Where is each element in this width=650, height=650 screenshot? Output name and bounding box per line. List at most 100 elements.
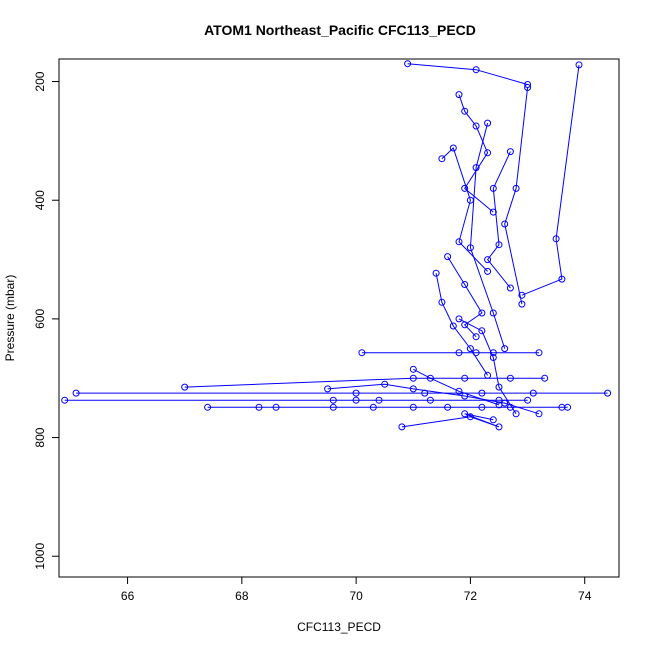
- data-point: [489, 354, 497, 361]
- x-tick-label: 72: [464, 589, 478, 603]
- data-point: [455, 349, 463, 357]
- data-point: [455, 238, 463, 246]
- profile-line: [504, 87, 529, 305]
- data-point: [369, 403, 377, 411]
- data-point: [72, 389, 80, 397]
- plot-area: [58, 58, 620, 578]
- x-tick-label: 70: [349, 589, 363, 603]
- data-point: [478, 403, 486, 411]
- data-point: [461, 184, 469, 192]
- profile-6: [484, 148, 514, 292]
- data-point: [472, 122, 480, 130]
- data-point: [518, 291, 526, 299]
- profile-3: [455, 91, 497, 216]
- profile-line: [458, 94, 494, 213]
- profile-17: [398, 410, 503, 431]
- data-point: [489, 184, 497, 192]
- profile-line: [435, 273, 489, 376]
- data-point: [409, 403, 417, 411]
- data-point: [506, 284, 514, 292]
- profile-18: [455, 315, 520, 418]
- data-point: [461, 281, 469, 288]
- data-point: [455, 315, 463, 323]
- data-point: [558, 275, 566, 283]
- data-point: [478, 389, 486, 397]
- data-point: [466, 413, 474, 421]
- data-point: [512, 184, 520, 192]
- data-point: [204, 403, 212, 411]
- data-point: [484, 149, 492, 157]
- data-point: [495, 423, 503, 431]
- data-point: [272, 403, 280, 411]
- data-point: [409, 365, 417, 373]
- chart-title: ATOM1 Northeast_Pacific CFC113_PECD: [204, 22, 476, 38]
- data-point: [438, 155, 446, 163]
- data-point: [472, 333, 480, 341]
- x-axis: 66 68 70 72 74: [121, 577, 592, 603]
- profile-line: [486, 151, 511, 289]
- y-tick-label: 800: [33, 427, 47, 447]
- data-point: [409, 385, 417, 393]
- plot-marks: [61, 60, 612, 431]
- data-point: [438, 298, 446, 306]
- data-point: [449, 322, 457, 330]
- profile-line: [407, 63, 528, 85]
- data-point: [381, 380, 389, 388]
- data-point: [255, 403, 263, 411]
- profile-8: [444, 253, 486, 341]
- profile-15: [204, 403, 572, 411]
- profile-9: [432, 269, 492, 379]
- profile-14: [61, 396, 532, 404]
- data-point: [552, 235, 560, 243]
- data-point: [181, 383, 189, 391]
- data-point: [541, 374, 549, 382]
- y-axis: 200 400 600 800 1000: [33, 71, 59, 570]
- profile-line: [441, 147, 488, 272]
- data-point: [529, 389, 537, 397]
- data-point: [466, 345, 474, 353]
- data-point: [461, 410, 469, 418]
- x-axis-label: CFC113_PECD: [297, 620, 381, 634]
- data-point: [352, 396, 360, 404]
- data-point: [324, 385, 332, 393]
- profile-2: [518, 61, 583, 299]
- data-point: [61, 396, 69, 404]
- data-point: [506, 374, 514, 382]
- data-point: [352, 389, 360, 397]
- profile-line: [521, 64, 580, 296]
- x-tick-label: 74: [578, 589, 592, 603]
- profile-13: [72, 389, 612, 397]
- data-point: [495, 241, 503, 249]
- data-point: [329, 403, 337, 411]
- data-point: [444, 253, 452, 261]
- data-point: [404, 60, 412, 68]
- data-point: [506, 148, 514, 156]
- data-point: [501, 345, 509, 353]
- profile-line: [447, 256, 483, 338]
- data-point: [484, 256, 492, 264]
- data-point: [524, 396, 532, 404]
- profile-line: [469, 122, 506, 349]
- data-point: [489, 208, 497, 216]
- profile-line: [184, 377, 545, 388]
- data-point: [472, 164, 480, 172]
- profile-line: [458, 318, 517, 415]
- x-tick-label: 68: [235, 589, 249, 603]
- profile-line: [401, 413, 500, 428]
- data-point: [329, 396, 337, 404]
- y-tick-label: 200: [33, 71, 47, 91]
- data-point: [489, 349, 497, 357]
- data-point: [512, 410, 520, 418]
- data-point: [518, 300, 526, 308]
- data-point: [466, 244, 474, 252]
- data-point: [398, 423, 406, 431]
- profile-11: [358, 349, 543, 357]
- profile-5: [466, 119, 509, 353]
- data-point: [461, 392, 469, 400]
- data-point: [426, 396, 434, 404]
- data-point: [449, 144, 457, 152]
- data-point: [501, 399, 509, 407]
- data-point: [455, 387, 463, 395]
- x-tick-label: 66: [121, 589, 135, 603]
